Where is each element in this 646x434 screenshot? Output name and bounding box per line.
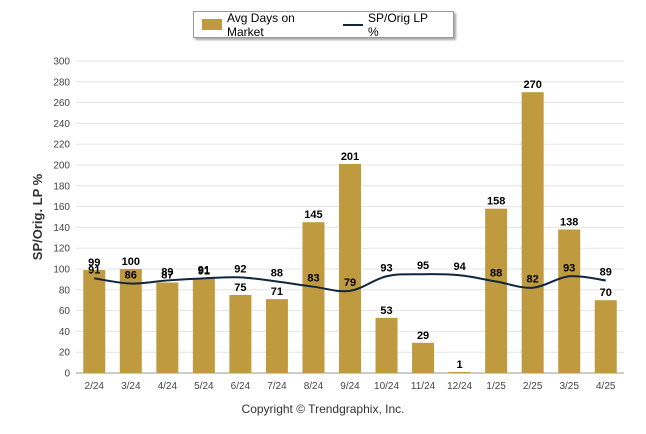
bar — [485, 208, 508, 373]
y-tick-label: 180 — [53, 181, 70, 192]
y-tick-label: 160 — [53, 202, 70, 213]
bar — [521, 92, 544, 373]
bar-value-label: 99 — [88, 257, 100, 269]
x-tick-label: 3/25 — [559, 381, 579, 392]
legend-item-avg-days: Avg Days on Market — [202, 11, 325, 39]
legend: Avg Days on Market SP/Orig LP % — [193, 11, 454, 39]
bar-value-label: 1 — [457, 359, 463, 371]
line-value-label: 86 — [125, 270, 137, 282]
bar — [375, 317, 398, 373]
bar — [192, 278, 215, 373]
x-tick-label: 4/24 — [158, 381, 178, 392]
bar — [448, 371, 471, 373]
x-tick-label: 1/25 — [486, 381, 506, 392]
line-value-label: 82 — [527, 274, 539, 286]
legend-label-sp-orig: SP/Orig LP % — [367, 10, 428, 39]
copyright-text: Copyright © Trendgraphix, Inc. — [241, 402, 405, 416]
y-tick-label: 120 — [53, 244, 70, 255]
bar-value-label: 201 — [341, 151, 359, 163]
x-tick-label: 9/24 — [340, 381, 360, 392]
line-value-label: 93 — [563, 262, 575, 274]
bar-value-label: 100 — [122, 256, 140, 268]
line-value-label: 92 — [234, 263, 246, 275]
bar — [339, 163, 361, 373]
y-tick-label: 140 — [53, 223, 70, 234]
y-tick-label: 40 — [59, 327, 71, 338]
bar — [83, 270, 106, 373]
bar — [558, 229, 581, 373]
bar — [265, 299, 288, 373]
x-tick-label: 8/24 — [304, 381, 324, 392]
x-tick-label: 12/24 — [447, 381, 472, 392]
legend-swatch-bar — [202, 19, 222, 30]
x-tick-label: 5/24 — [194, 381, 214, 392]
bar-value-label: 91 — [198, 265, 210, 277]
y-tick-label: 200 — [53, 161, 70, 172]
legend-label-avg-days: Avg Days on Market — [227, 10, 295, 39]
line-value-label: 79 — [344, 277, 356, 289]
line-value-label: 88 — [490, 267, 502, 279]
line-value-label: 83 — [307, 273, 319, 285]
x-tick-label: 10/24 — [374, 381, 399, 392]
legend-swatch-line — [343, 23, 363, 26]
line-value-label: 91 — [88, 264, 100, 276]
y-tick-label: 260 — [53, 98, 70, 109]
bar — [156, 282, 179, 373]
bar — [594, 300, 617, 373]
x-tick-label: 3/24 — [121, 381, 141, 392]
line-value-label: 89 — [161, 266, 173, 278]
bar-value-label: 70 — [600, 287, 612, 299]
x-tick-label: 2/24 — [85, 381, 105, 392]
line-value-label: 94 — [453, 261, 466, 273]
y-tick-label: 20 — [59, 348, 71, 359]
y-tick-label: 300 — [53, 57, 70, 68]
line-value-label: 89 — [600, 266, 612, 278]
y-tick-label: 220 — [53, 140, 70, 151]
bar — [119, 269, 142, 373]
y-axis-title: SP/Orig. LP % — [30, 173, 45, 260]
line-value-label: 88 — [271, 267, 283, 279]
bar — [412, 342, 435, 373]
y-tick-label: 280 — [53, 77, 70, 88]
legend-item-sp-orig: SP/Orig LP % — [343, 11, 435, 39]
x-tick-label: 6/24 — [231, 381, 251, 392]
x-tick-label: 7/24 — [267, 381, 287, 392]
line-value-label: 91 — [198, 264, 210, 276]
x-tick-label: 11/24 — [411, 381, 436, 392]
bar-value-label: 53 — [380, 305, 392, 317]
y-tick-label: 0 — [64, 369, 70, 380]
bar — [302, 222, 325, 373]
bar-value-label: 71 — [271, 286, 283, 298]
bar-value-label: 29 — [417, 330, 429, 342]
bar — [229, 295, 252, 373]
bar-value-label: 270 — [523, 79, 541, 91]
y-tick-label: 100 — [53, 265, 70, 276]
line-value-label: 95 — [417, 260, 429, 272]
bar-value-label: 158 — [487, 196, 505, 208]
line-value-label: 93 — [380, 262, 392, 274]
y-tick-label: 240 — [53, 119, 70, 130]
bar-value-label: 87 — [161, 270, 173, 282]
line-series-sp-orig — [94, 273, 606, 293]
bar-value-label: 75 — [234, 282, 246, 294]
y-tick-label: 60 — [59, 306, 71, 317]
bar-value-label: 145 — [304, 209, 322, 221]
bar-value-label: 138 — [560, 216, 578, 228]
y-tick-label: 80 — [59, 285, 71, 296]
x-tick-label: 4/25 — [596, 381, 616, 392]
x-tick-label: 2/25 — [523, 381, 543, 392]
